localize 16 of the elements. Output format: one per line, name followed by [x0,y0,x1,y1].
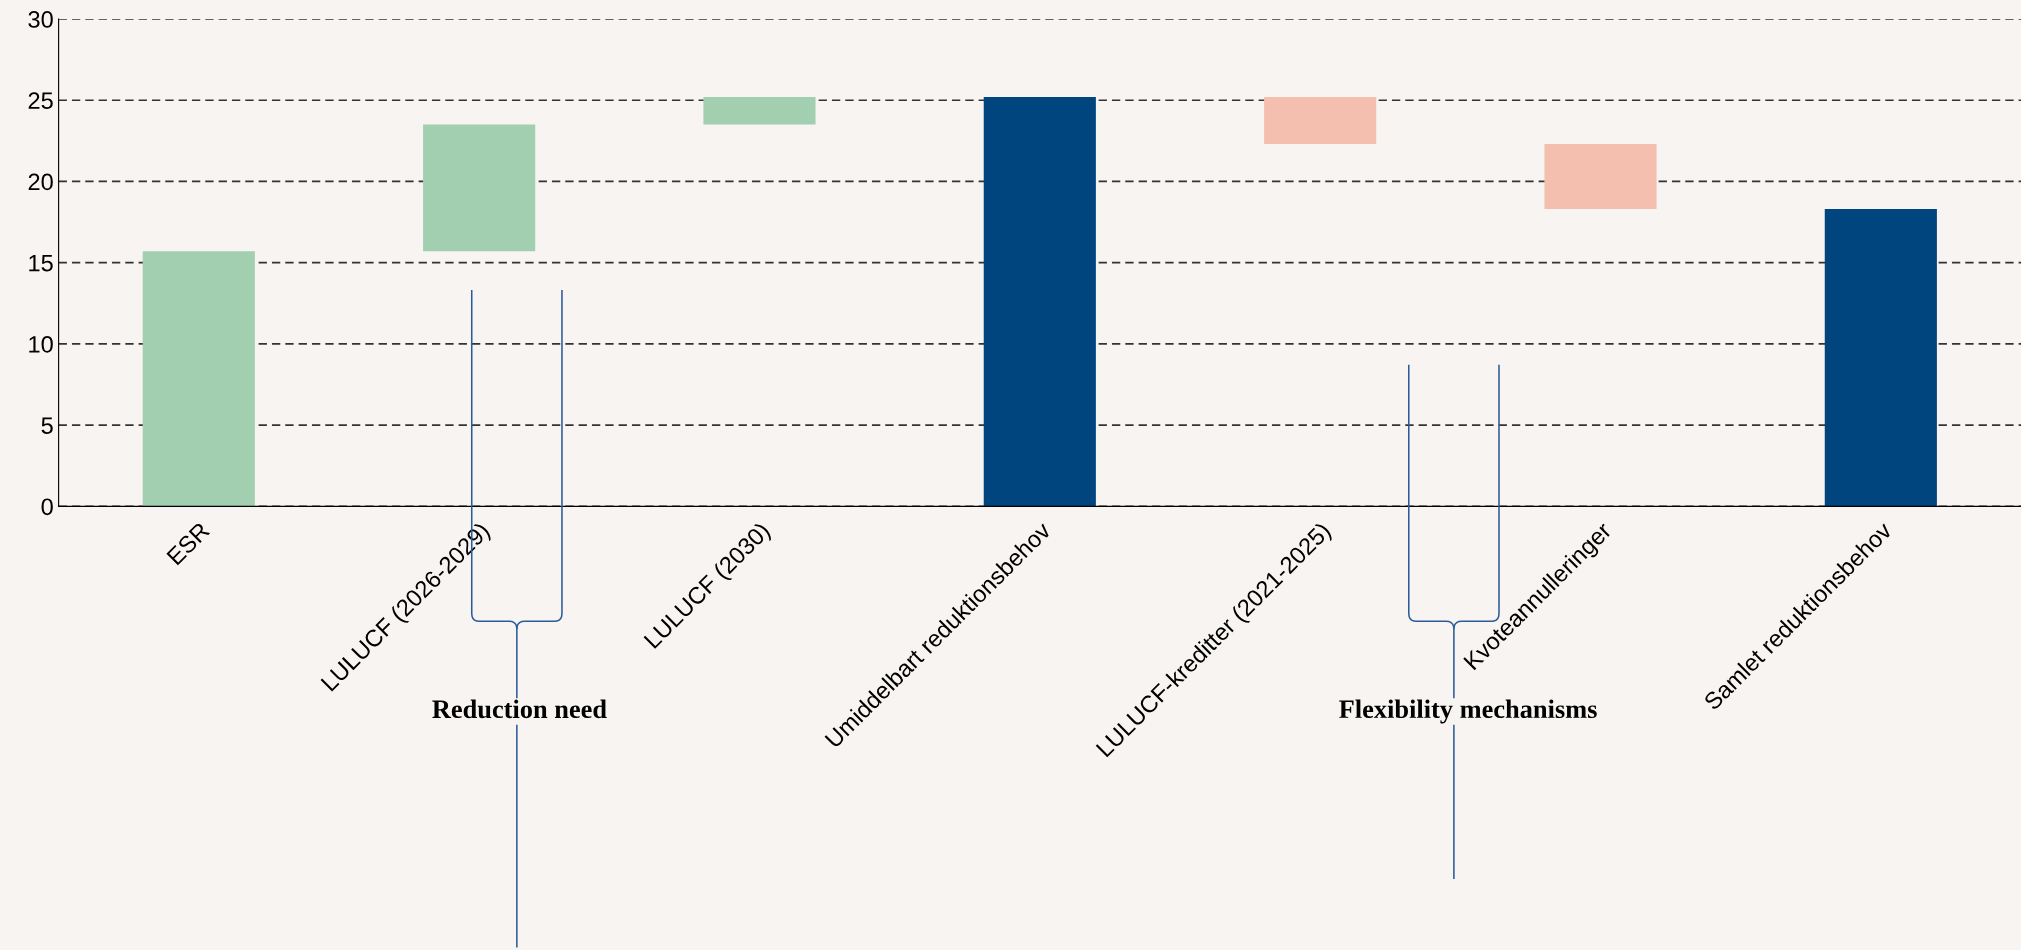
y-tick-label: 30 [28,11,53,28]
bar [1264,96,1377,145]
text: Flexibility mechanisms [1339,699,1597,724]
bar [1824,209,1937,507]
y-tick-label: 20 [28,173,53,191]
y-tick-label: 0 [41,498,53,516]
y-tick-label: 15 [29,254,53,272]
y-tick-label: 5 [41,417,53,434]
bar [1544,144,1657,210]
bar [142,251,255,507]
bar [423,124,536,252]
y-tick-label: 25 [28,92,53,110]
text: Reduction need [432,699,607,719]
bar [703,96,816,125]
y-tick-label: 10 [29,335,53,353]
bar [983,96,1096,507]
